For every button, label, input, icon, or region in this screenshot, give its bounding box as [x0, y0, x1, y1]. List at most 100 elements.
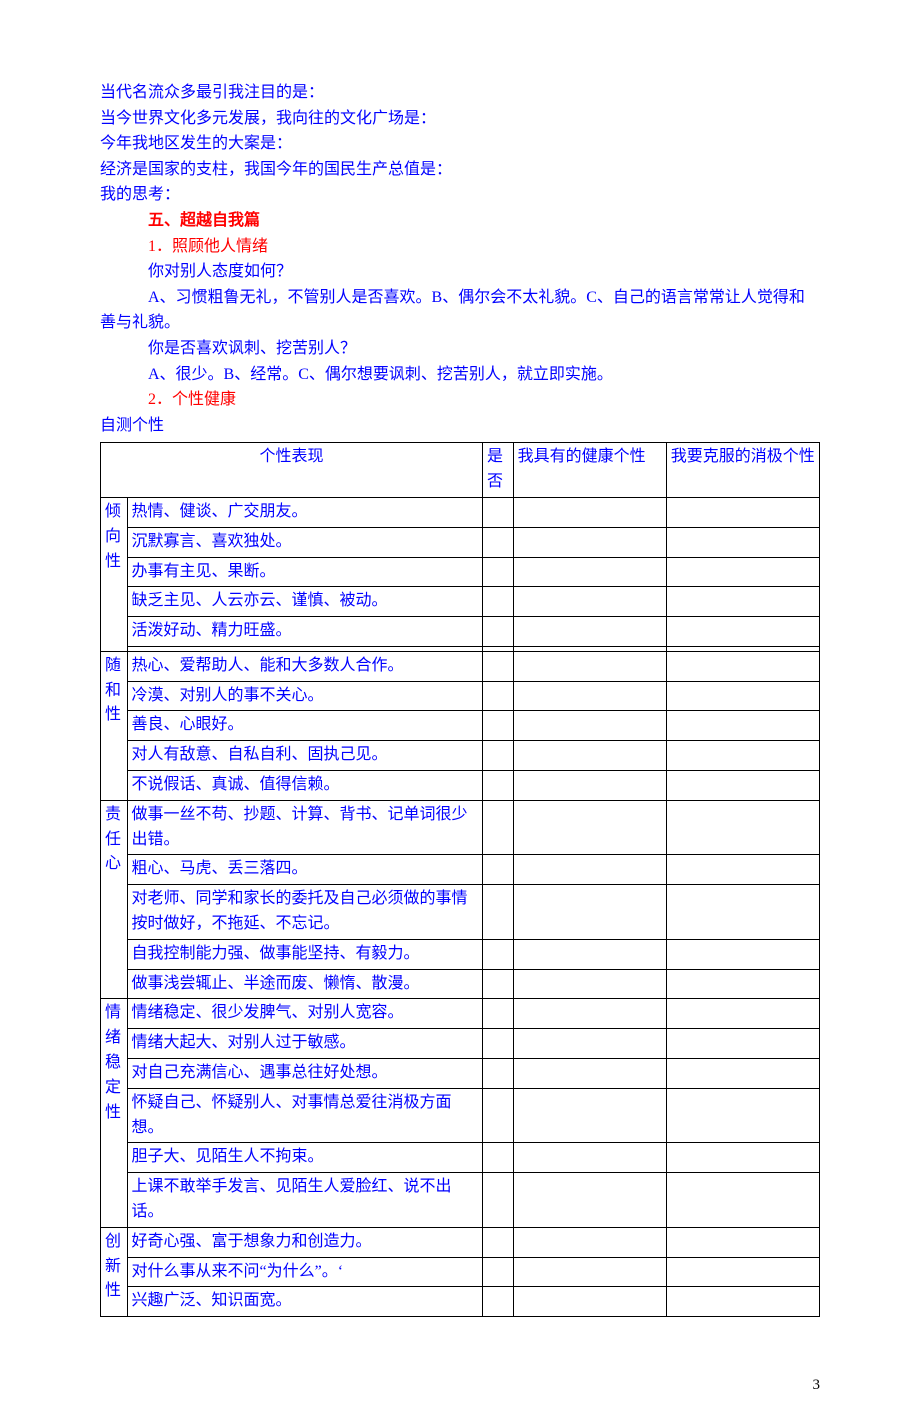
yesno-cell — [482, 527, 513, 557]
table-row: 缺乏主见、人云亦云、谨慎、被动。 — [101, 587, 820, 617]
table-header-healthy: 我具有的健康个性 — [513, 443, 666, 498]
table-row: 责任心做事一丝不苟、抄题、计算、背书、记单词很少出错。 — [101, 800, 820, 855]
healthy-cell — [513, 741, 666, 771]
section-5-title: 五、超越自我篇 — [100, 208, 820, 234]
table-row: 怀疑自己、怀疑别人、对事情总爱往消极方面想。 — [101, 1088, 820, 1143]
trait-desc: 活泼好动、精力旺盛。 — [127, 617, 482, 647]
healthy-cell — [513, 969, 666, 999]
trait-desc: 情绪大起大、对别人过于敏感。 — [127, 1029, 482, 1059]
table-header-trait: 个性表现 — [101, 443, 483, 498]
item-1-q1: 你对别人态度如何？ — [100, 259, 820, 285]
healthy-cell — [513, 1029, 666, 1059]
healthy-cell — [513, 681, 666, 711]
overcome-cell — [666, 1257, 819, 1287]
trait-desc: 对人有敌意、自私自利、固执己见。 — [127, 741, 482, 771]
trait-desc: 对老师、同学和家长的委托及自己必须做的事情按时做好，不拖延、不忘记。 — [127, 885, 482, 940]
trait-desc: 做事浅尝辄止、半途而废、懒惰、散漫。 — [127, 969, 482, 999]
yesno-cell — [482, 1088, 513, 1143]
intro-line-3: 经济是国家的支柱，我国今年的国民生产总值是： — [100, 157, 820, 183]
overcome-cell — [666, 969, 819, 999]
overcome-cell — [666, 1029, 819, 1059]
yesno-cell — [482, 1029, 513, 1059]
overcome-cell — [666, 527, 819, 557]
category-cell: 倾向性 — [101, 497, 128, 651]
yesno-cell — [482, 497, 513, 527]
table-header-yesno: 是否 — [482, 443, 513, 498]
overcome-cell — [666, 1173, 819, 1228]
overcome-cell — [666, 711, 819, 741]
overcome-cell — [666, 741, 819, 771]
healthy-cell — [513, 1059, 666, 1089]
overcome-cell — [666, 771, 819, 801]
intro-line-1: 当今世界文化多元发展，我向往的文化广场是： — [100, 106, 820, 132]
intro-line-0: 当代名流众多最引我注目的是： — [100, 80, 820, 106]
intro-line-4: 我的思考： — [100, 182, 820, 208]
table-header-overcome: 我要克服的消极个性 — [666, 443, 819, 498]
item-1-q2-options: A、很少。B、经常。C、偶尔想要讽刺、挖苦别人，就立即实施。 — [100, 362, 820, 388]
self-test-label: 自测个性 — [100, 413, 820, 439]
category-cell: 责任心 — [101, 800, 128, 999]
yesno-cell — [482, 771, 513, 801]
table-row: 倾向性热情、健谈、广交朋友。 — [101, 497, 820, 527]
table-row: 冷漠、对别人的事不关心。 — [101, 681, 820, 711]
table-row: 做事浅尝辄止、半途而废、懒惰、散漫。 — [101, 969, 820, 999]
healthy-cell — [513, 1088, 666, 1143]
personality-table: 个性表现是否我具有的健康个性我要克服的消极个性倾向性热情、健谈、广交朋友。沉默寡… — [100, 442, 820, 1317]
healthy-cell — [513, 800, 666, 855]
item-1-q2: 你是否喜欢讽刺、挖苦别人？ — [100, 336, 820, 362]
yesno-cell — [482, 1059, 513, 1089]
yesno-cell — [482, 939, 513, 969]
trait-desc: 缺乏主见、人云亦云、谨慎、被动。 — [127, 587, 482, 617]
healthy-cell — [513, 557, 666, 587]
table-row: 上课不敢举手发言、见陌生人爱脸红、说不出话。 — [101, 1173, 820, 1228]
category-cell: 随和性 — [101, 651, 128, 800]
yesno-cell — [482, 885, 513, 940]
healthy-cell — [513, 1173, 666, 1228]
healthy-cell — [513, 711, 666, 741]
category-cell: 情绪稳定性 — [101, 999, 128, 1227]
healthy-cell — [513, 939, 666, 969]
item-1-title: 1．照顾他人情绪 — [100, 234, 820, 260]
table-row: 善良、心眼好。 — [101, 711, 820, 741]
yesno-cell — [482, 681, 513, 711]
overcome-cell — [666, 681, 819, 711]
trait-desc: 冷漠、对别人的事不关心。 — [127, 681, 482, 711]
table-row: 随和性热心、爱帮助人、能和大多数人合作。 — [101, 651, 820, 681]
yesno-cell — [482, 741, 513, 771]
table-row: 对什么事从来不问“为什么”。‘ — [101, 1257, 820, 1287]
intro-line-2: 今年我地区发生的大案是： — [100, 131, 820, 157]
healthy-cell — [513, 617, 666, 647]
healthy-cell — [513, 497, 666, 527]
trait-desc: 好奇心强、富于想象力和创造力。 — [127, 1227, 482, 1257]
table-row: 办事有主见、果断。 — [101, 557, 820, 587]
yesno-cell — [482, 1227, 513, 1257]
trait-desc: 情绪稳定、很少发脾气、对别人宽容。 — [127, 999, 482, 1029]
healthy-cell — [513, 999, 666, 1029]
yesno-cell — [482, 651, 513, 681]
trait-desc: 对什么事从来不问“为什么”。‘ — [127, 1257, 482, 1287]
table-row: 对人有敌意、自私自利、固执己见。 — [101, 741, 820, 771]
yesno-cell — [482, 999, 513, 1029]
page-content: 当代名流众多最引我注目的是： 当今世界文化多元发展，我向往的文化广场是： 今年我… — [0, 0, 920, 1377]
overcome-cell — [666, 1143, 819, 1173]
table-row: 创新性好奇心强、富于想象力和创造力。 — [101, 1227, 820, 1257]
overcome-cell — [666, 617, 819, 647]
yesno-cell — [482, 587, 513, 617]
yesno-cell — [482, 617, 513, 647]
trait-desc: 粗心、马虎、丢三落四。 — [127, 855, 482, 885]
item-2-title: 2．个性健康 — [100, 387, 820, 413]
table-row: 活泼好动、精力旺盛。 — [101, 617, 820, 647]
page-number: 3 — [0, 1377, 920, 1424]
overcome-cell — [666, 557, 819, 587]
yesno-cell — [482, 711, 513, 741]
yesno-cell — [482, 800, 513, 855]
item-1-q1-options: A、习惯粗鲁无礼，不管别人是否喜欢。B、偶尔会不太礼貌。C、自己的语言常常让人觉… — [100, 285, 820, 336]
trait-desc: 热情、健谈、广交朋友。 — [127, 497, 482, 527]
trait-desc: 办事有主见、果断。 — [127, 557, 482, 587]
trait-desc: 上课不敢举手发言、见陌生人爱脸红、说不出话。 — [127, 1173, 482, 1228]
healthy-cell — [513, 651, 666, 681]
trait-desc: 对自己充满信心、遇事总往好处想。 — [127, 1059, 482, 1089]
table-row: 沉默寡言、喜欢独处。 — [101, 527, 820, 557]
yesno-cell — [482, 1173, 513, 1228]
trait-desc: 善良、心眼好。 — [127, 711, 482, 741]
